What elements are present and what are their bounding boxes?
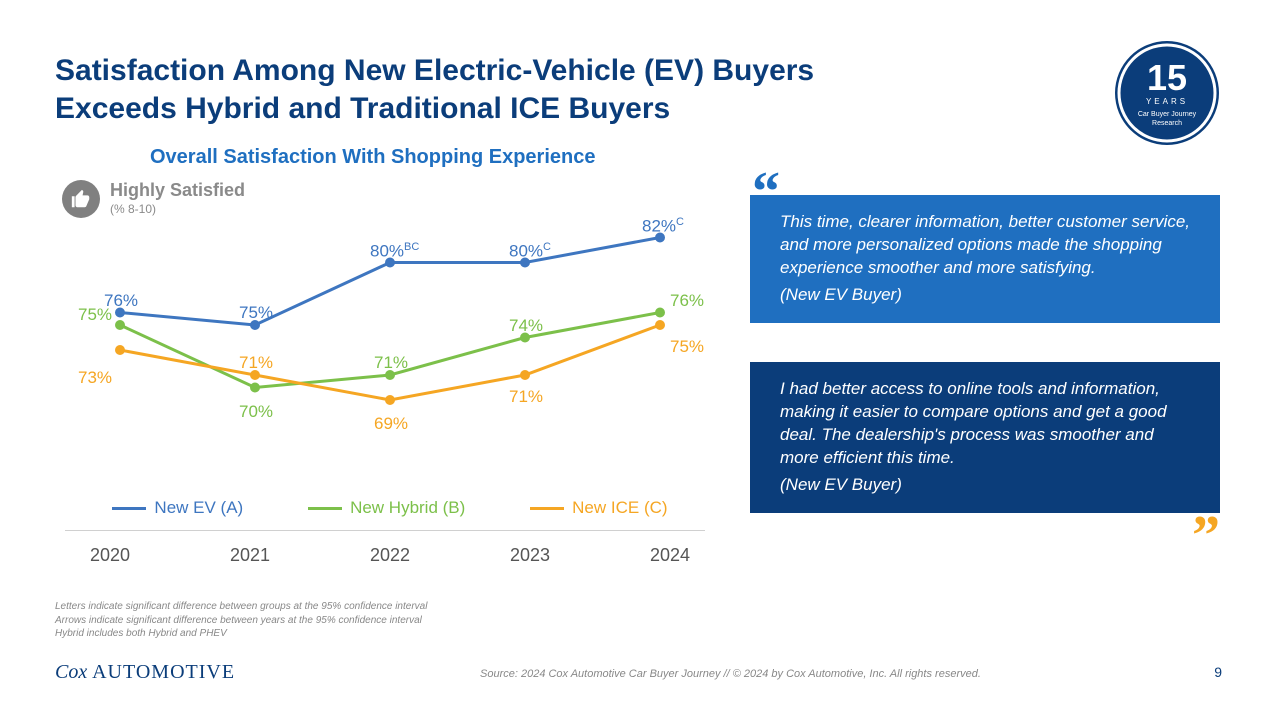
x-tick: 2023 xyxy=(510,545,550,566)
x-tick: 2024 xyxy=(650,545,690,566)
x-tick: 2020 xyxy=(90,545,130,566)
quote-box-1: This time, clearer information, better c… xyxy=(750,195,1220,323)
data-label-ice-4: 75% xyxy=(670,337,704,357)
data-label-ev-2: 80%BC xyxy=(370,241,419,262)
chart-legend: New EV (A) New Hybrid (B) New ICE (C) xyxy=(80,498,700,518)
quote-2-attr: (New EV Buyer) xyxy=(780,474,1196,497)
cox-automotive-logo: Cox AUTOMOTIVE xyxy=(55,661,235,684)
footnote: Letters indicate significant difference … xyxy=(55,600,427,641)
data-label-hybrid-3: 74% xyxy=(509,316,543,336)
data-label-ev-3: 80%C xyxy=(509,241,551,262)
x-tick: 2021 xyxy=(230,545,270,566)
legend-divider xyxy=(65,530,705,531)
x-axis: 2020 2021 2022 2023 2024 xyxy=(80,545,700,566)
data-label-hybrid-1: 70% xyxy=(239,402,273,422)
quote-1-text: This time, clearer information, better c… xyxy=(780,211,1196,280)
chart-subtitle: Overall Satisfaction With Shopping Exper… xyxy=(150,146,595,169)
legend-item-hybrid: New Hybrid (B) xyxy=(308,498,465,518)
page-number: 9 xyxy=(1214,664,1222,680)
quote-box-2: I had better access to online tools and … xyxy=(750,362,1220,513)
highly-satisfied-label: Highly Satisfied xyxy=(110,180,245,201)
data-label-ice-3: 71% xyxy=(509,387,543,407)
logo-auto: AUTOMOTIVE xyxy=(87,661,235,683)
badge-sub2: Research xyxy=(1152,120,1182,127)
badge-number: 15 xyxy=(1147,57,1187,98)
data-label-ice-1: 71% xyxy=(239,353,273,373)
data-label-ice-0: 73% xyxy=(78,368,112,388)
data-label-hybrid-2: 71% xyxy=(374,353,408,373)
badge-sub1: Car Buyer Journey xyxy=(1138,111,1197,118)
data-label-ev-1: 75% xyxy=(239,303,273,323)
logo-cox: Cox xyxy=(55,661,87,683)
x-tick: 2022 xyxy=(370,545,410,566)
data-label-hybrid-0: 75% xyxy=(78,305,112,325)
legend-item-ice: New ICE (C) xyxy=(530,498,667,518)
data-label-hybrid-4: 76% xyxy=(670,291,704,311)
slide-title: Satisfaction Among New Electric-Vehicle … xyxy=(55,52,935,127)
years-badge: 15 YEARS Car Buyer Journey Research xyxy=(1112,38,1222,148)
data-label-ev-4: 82%C xyxy=(642,216,684,237)
data-label-ice-2: 69% xyxy=(374,414,408,434)
line-chart: 76%75%80%BC80%C82%C75%70%71%74%76%73%71%… xyxy=(80,200,700,450)
legend-item-ev: New EV (A) xyxy=(112,498,243,518)
quote-2-text: I had better access to online tools and … xyxy=(780,378,1196,470)
close-quote-icon: ” xyxy=(1192,522,1220,550)
badge-years: YEARS xyxy=(1146,97,1188,106)
source-text: Source: 2024 Cox Automotive Car Buyer Jo… xyxy=(480,668,981,680)
quote-1-attr: (New EV Buyer) xyxy=(780,284,1196,307)
